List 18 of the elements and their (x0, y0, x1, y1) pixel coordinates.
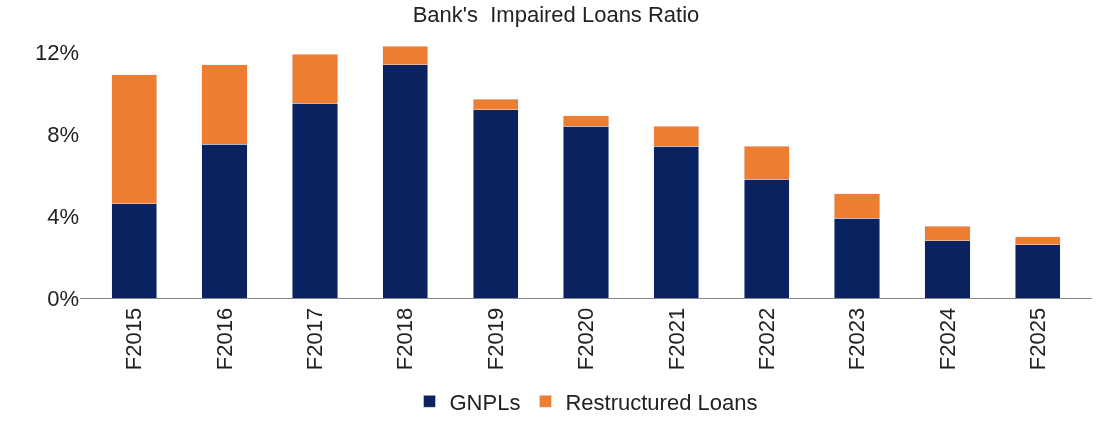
y-tick-label: 8% (47, 121, 79, 147)
y-tick-label: 12% (34, 39, 79, 65)
legend-label: GNPLs (449, 389, 521, 415)
x-tick-label: F2020 (573, 307, 599, 371)
x-tick-label: F2018 (392, 307, 418, 371)
y-tick-label: 0% (47, 285, 79, 311)
x-tick-label: F2017 (302, 307, 328, 371)
x-tick-label: F2016 (211, 307, 237, 371)
x-tick-label: F2024 (934, 307, 960, 371)
x-tick-label: F2021 (663, 307, 689, 371)
x-tick-label: F2025 (1024, 307, 1050, 371)
x-tick-label: F2015 (121, 307, 147, 371)
chart-title: Bank's Impaired Loans Ratio (412, 1, 700, 27)
x-tick-label: F2019 (482, 307, 508, 371)
legend-label: Restructured Loans (565, 389, 758, 415)
x-tick-label: F2023 (844, 307, 870, 371)
y-tick-label: 4% (47, 203, 79, 229)
x-tick-label: F2022 (753, 307, 779, 371)
